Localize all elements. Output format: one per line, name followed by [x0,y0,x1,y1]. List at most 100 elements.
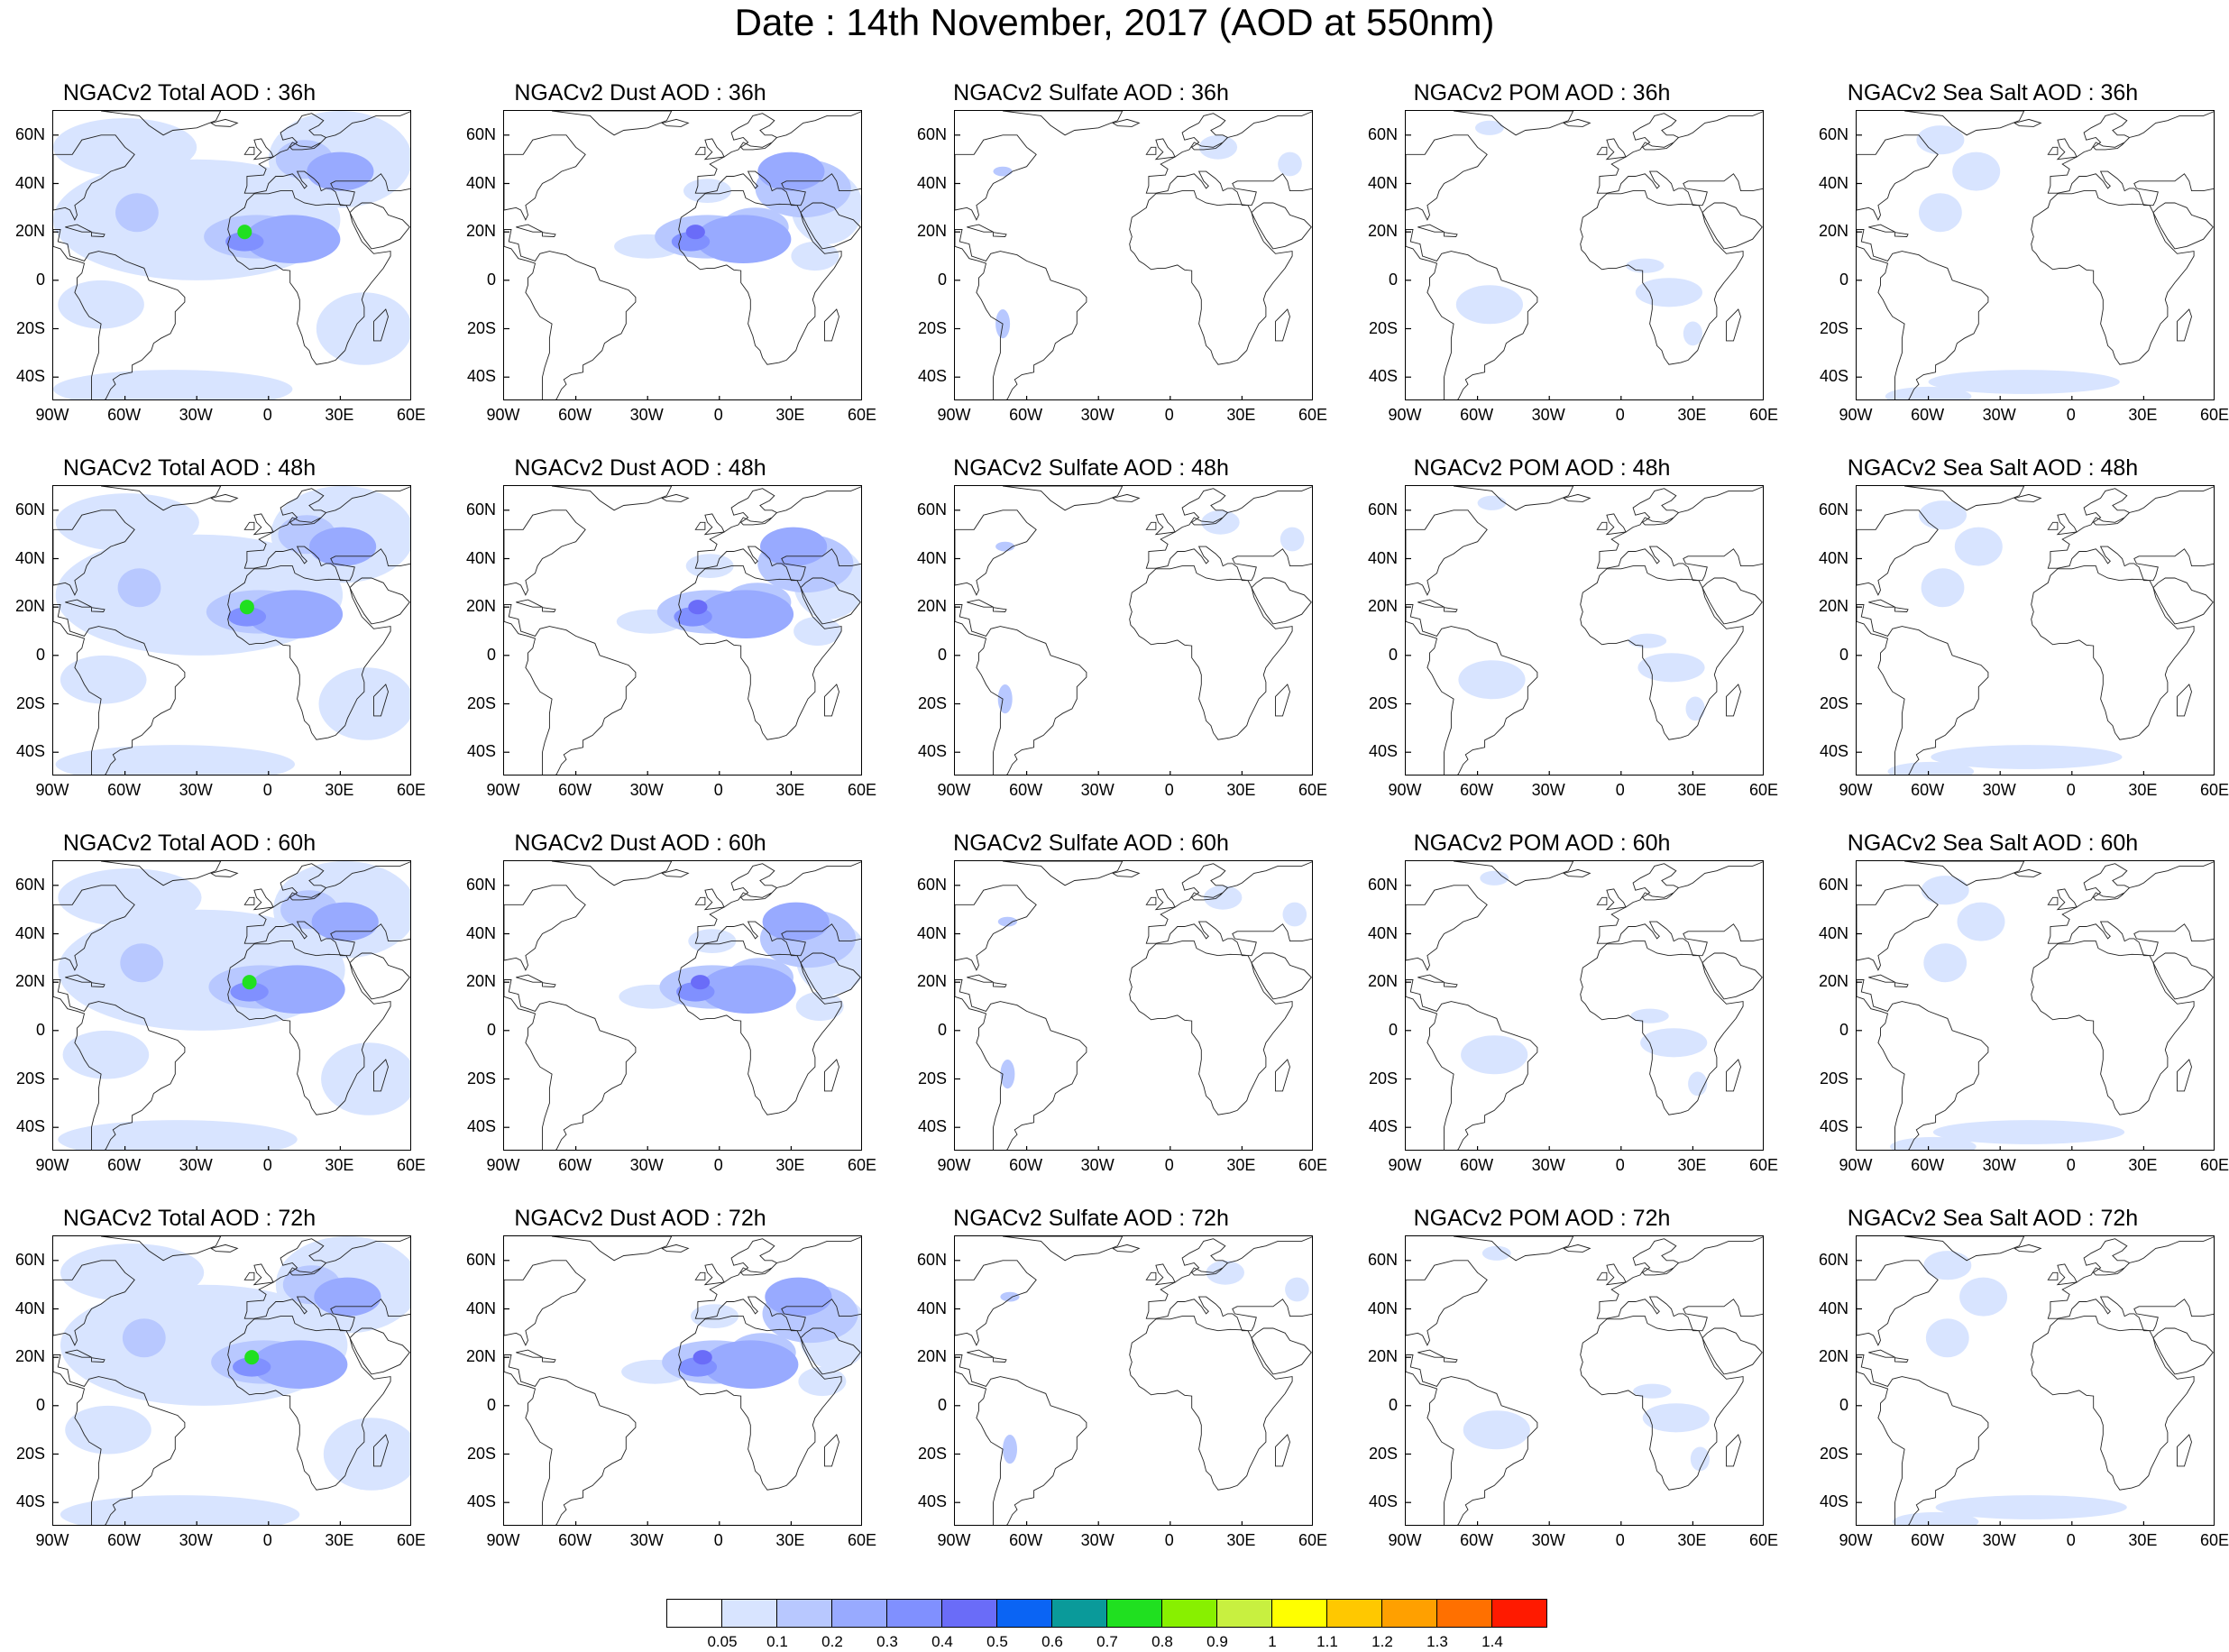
aod-map [52,485,411,776]
map-panel-seasalt-72h: NGACv2 Sea Salt AOD : 72h 60N 40N 20N 0 20S 40… [1803,1205,2229,1549]
map-panel-seasalt-48h: NGACv2 Sea Salt AOD : 48h 60N 40N 20N 0 20S 40… [1803,454,2229,799]
lon-label: 60E [1748,781,1779,799]
lon-label: 60E [847,1531,877,1549]
coastline-11 [1145,521,1157,530]
colorbar-label: 0.3 [876,1633,898,1650]
coastline-7 [2177,1059,2192,1092]
aod-contour-0 [1919,193,1962,233]
lat-label: 20N [916,597,947,616]
aod-contour-2 [795,991,844,1022]
aod-field [53,111,410,399]
lon-label: 30W [1982,1156,2016,1174]
coastline-4 [91,232,105,237]
coastline-0 [1406,509,1488,596]
coastline-1 [1904,486,2025,511]
coastline-9 [1145,1236,1312,1332]
coastline-2 [660,118,690,127]
aod-field [1406,111,1763,399]
coastline-7 [824,1059,839,1092]
coastline-5 [504,979,637,1150]
coastline-8 [800,202,861,250]
lon-label: 60W [558,1156,592,1174]
aod-contour-9 [244,215,341,263]
coastline-5 [955,229,1087,399]
lat-label: 0 [1839,645,1848,664]
coastline-8 [1702,1327,1763,1375]
lat-label: 20N [1367,972,1398,991]
lon-label: 60E [2199,781,2229,799]
lat-label: 40S [917,367,947,386]
lon-label: 30E [2128,1156,2158,1174]
lat-label: 20N [1367,1347,1398,1366]
coastline-11 [2047,521,2059,530]
lat-label: 20S [466,1444,496,1463]
lon-label: 30E [1226,1156,1256,1174]
lat-label: 40N [1367,923,1398,942]
coastline-6 [227,941,391,1115]
aod-contour-2 [1626,258,1665,273]
colorbar-label: 0.4 [931,1633,953,1650]
coastline-0 [53,1260,135,1346]
coastline-9 [694,111,861,206]
coastline-10 [703,1263,725,1286]
panel-title: NGACv2 Dust AOD : 36h [514,80,766,106]
coastline-2 [1111,118,1141,127]
lon-label: 90W [486,406,520,424]
aod-contour-7 [700,965,796,1014]
coastline-1 [1003,111,1124,136]
lat-label: 60N [465,875,496,894]
coastline-4 [993,982,1007,987]
coastline-4 [993,232,1007,237]
aod-contour-5 [316,292,410,365]
lon-label: 60E [2199,1156,2229,1174]
coastline-9 [243,111,410,206]
aod-contour-5 [318,667,410,740]
lon-label: 30E [1226,406,1256,424]
coastline-4 [993,1357,1007,1363]
aod-contour-3 [1923,1251,1972,1280]
colorbar-swatch-0 [666,1599,722,1628]
lat-label: 40S [466,1117,496,1136]
coastline-5 [1857,229,1989,399]
coastline-4 [91,1357,105,1363]
coastline-8 [349,1327,410,1375]
aod-map [503,1235,862,1526]
coastline-1 [552,1236,673,1262]
lon-label: 60W [1009,406,1043,424]
lat-label: 0 [35,1395,45,1414]
lat-label: 40S [917,742,947,761]
lon-label: 30E [1677,406,1707,424]
lat-label: 40N [1367,173,1398,192]
coastline-6 [1129,190,1293,365]
coastline-1 [552,111,673,136]
lon-label: 60W [1460,781,1494,799]
coastline-2 [1562,493,1591,502]
aod-contour-8 [115,193,159,233]
coastline-6 [1129,1316,1293,1491]
aod-field [504,486,861,775]
coastline-3 [1417,1349,1445,1358]
lon-label: 90W [35,406,69,424]
colorbar-swatch-3 [831,1599,887,1628]
coastline-11 [694,146,706,155]
panel-title: NGACv2 Sea Salt AOD : 48h [1847,455,2139,481]
lon-label: 60W [558,406,592,424]
coastline-7 [1275,684,1290,717]
coastline-10 [2056,888,2078,911]
coastline-10 [1154,888,1176,911]
coastline-10 [1154,513,1176,536]
lat-label: 20S [917,318,947,337]
coastline-7 [2177,308,2192,342]
coastline-0 [1857,885,1939,971]
lon-label: 30E [325,406,354,424]
lat-label: 60N [14,500,45,519]
coastline-0 [53,134,135,221]
lat-label: 20S [1368,318,1398,337]
lon-label: 0 [262,781,272,799]
colorbar-label: 1.1 [1316,1633,1338,1650]
aod-contour-4 [1957,902,2005,941]
coastline-10 [1154,1263,1176,1286]
lat-label: 60N [465,500,496,519]
lat-label: 40S [466,742,496,761]
colorbar-label: 1.2 [1371,1633,1393,1650]
